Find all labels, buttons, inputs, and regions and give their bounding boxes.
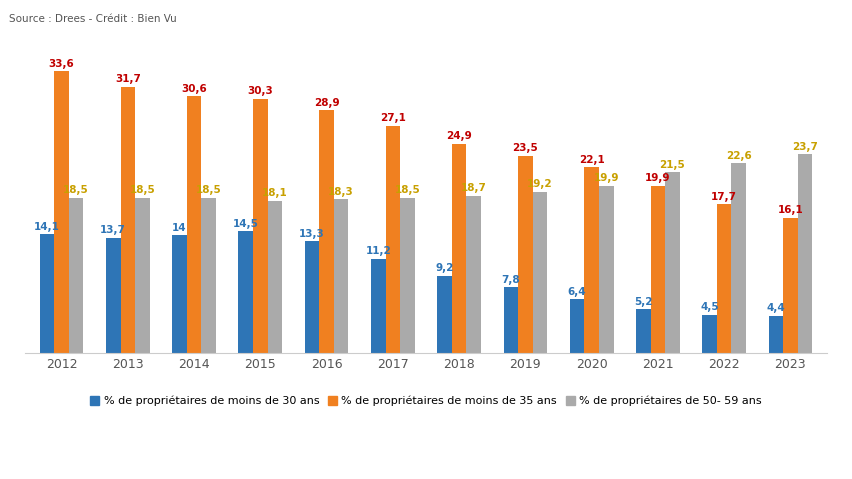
- Bar: [437, 275, 452, 353]
- Bar: [797, 154, 812, 353]
- Bar: [253, 99, 268, 353]
- Bar: [717, 205, 732, 353]
- Text: 18,5: 18,5: [394, 185, 420, 195]
- Text: 33,6: 33,6: [49, 58, 74, 68]
- Text: 18,3: 18,3: [328, 187, 354, 197]
- Text: 28,9: 28,9: [314, 98, 339, 108]
- Text: 30,6: 30,6: [181, 84, 207, 94]
- Text: 18,7: 18,7: [461, 183, 486, 194]
- Bar: [584, 168, 599, 353]
- Text: 30,3: 30,3: [247, 86, 273, 96]
- Text: 5,2: 5,2: [634, 297, 653, 307]
- Bar: [187, 96, 201, 353]
- Bar: [386, 125, 400, 353]
- Bar: [651, 186, 665, 353]
- Bar: [106, 238, 120, 353]
- Text: 22,1: 22,1: [579, 155, 605, 165]
- Legend: % de propriétaires de moins de 30 ans, % de propriétaires de moins de 35 ans, % : % de propriétaires de moins de 30 ans, %…: [86, 391, 766, 411]
- Bar: [665, 172, 680, 353]
- Bar: [732, 163, 746, 353]
- Bar: [172, 235, 187, 353]
- Bar: [135, 198, 150, 353]
- Bar: [40, 235, 55, 353]
- Bar: [504, 287, 518, 353]
- Text: 4,5: 4,5: [700, 302, 719, 312]
- Bar: [120, 87, 135, 353]
- Text: 18,1: 18,1: [262, 188, 288, 198]
- Text: 22,6: 22,6: [726, 151, 751, 161]
- Text: 11,2: 11,2: [366, 246, 391, 256]
- Text: 19,2: 19,2: [527, 179, 553, 189]
- Text: 6,4: 6,4: [567, 286, 586, 297]
- Bar: [702, 315, 717, 353]
- Bar: [239, 231, 253, 353]
- Text: 17,7: 17,7: [711, 192, 737, 202]
- Text: 13,7: 13,7: [101, 225, 126, 235]
- Text: 21,5: 21,5: [659, 160, 685, 170]
- Bar: [371, 259, 386, 353]
- Bar: [400, 198, 415, 353]
- Text: 13,3: 13,3: [299, 228, 325, 239]
- Bar: [69, 198, 83, 353]
- Text: 16,1: 16,1: [778, 205, 803, 215]
- Bar: [769, 316, 783, 353]
- Text: 14: 14: [172, 223, 187, 233]
- Bar: [334, 199, 348, 353]
- Text: 4,4: 4,4: [767, 303, 786, 313]
- Bar: [570, 299, 584, 353]
- Text: 18,5: 18,5: [130, 185, 155, 195]
- Bar: [466, 196, 481, 353]
- Text: 14,1: 14,1: [34, 222, 60, 232]
- Bar: [55, 71, 69, 353]
- Bar: [636, 309, 651, 353]
- Bar: [452, 144, 466, 353]
- Bar: [268, 201, 282, 353]
- Text: 19,9: 19,9: [645, 173, 671, 183]
- Text: 31,7: 31,7: [115, 74, 141, 84]
- Text: Source : Drees - Crédit : Bien Vu: Source : Drees - Crédit : Bien Vu: [9, 14, 176, 24]
- Bar: [201, 198, 216, 353]
- Bar: [599, 186, 613, 353]
- Text: 14,5: 14,5: [233, 218, 259, 228]
- Bar: [783, 218, 797, 353]
- Text: 27,1: 27,1: [380, 113, 406, 123]
- Bar: [532, 192, 547, 353]
- Text: 23,5: 23,5: [513, 143, 538, 153]
- Text: 18,5: 18,5: [196, 185, 222, 195]
- Text: 18,5: 18,5: [63, 185, 89, 195]
- Text: 9,2: 9,2: [435, 263, 454, 273]
- Text: 19,9: 19,9: [594, 173, 619, 183]
- Text: 23,7: 23,7: [792, 141, 818, 151]
- Bar: [305, 241, 320, 353]
- Text: 7,8: 7,8: [502, 275, 520, 285]
- Bar: [320, 111, 334, 353]
- Text: 24,9: 24,9: [446, 131, 472, 141]
- Bar: [518, 156, 532, 353]
